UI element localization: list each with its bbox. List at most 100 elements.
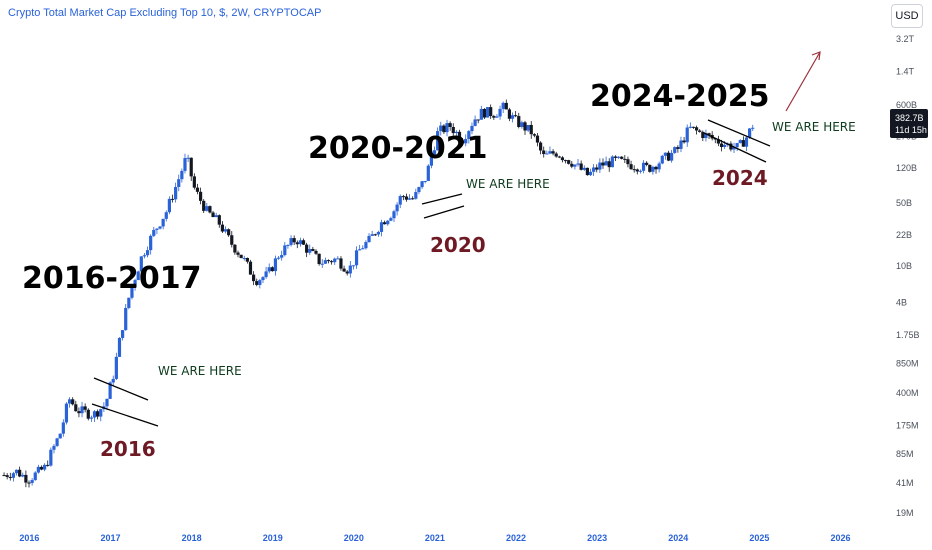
y-tick-label: 850M bbox=[896, 358, 919, 368]
candle-body bbox=[514, 115, 518, 117]
candle-body bbox=[230, 235, 234, 245]
candle-body bbox=[96, 411, 100, 417]
x-tick-label: 2018 bbox=[182, 533, 202, 543]
y-tick-label: 41M bbox=[896, 478, 914, 488]
candle-body bbox=[189, 157, 193, 177]
candle-body bbox=[320, 263, 324, 265]
candle-body bbox=[651, 166, 655, 172]
candle-body bbox=[454, 131, 458, 134]
candle-body bbox=[638, 170, 643, 172]
candle-body bbox=[485, 107, 490, 118]
candle-body bbox=[386, 220, 390, 225]
candle-body bbox=[49, 449, 53, 466]
candle-body bbox=[676, 147, 680, 149]
candle-body bbox=[245, 257, 249, 262]
candle-body bbox=[242, 257, 246, 259]
x-tick-label: 2026 bbox=[830, 533, 850, 543]
candle-body bbox=[174, 186, 178, 200]
candle-body bbox=[704, 133, 708, 139]
candle-body bbox=[133, 280, 137, 287]
candle-body bbox=[691, 126, 696, 128]
candle-body bbox=[155, 228, 159, 230]
candle-body bbox=[629, 164, 633, 170]
candle-body bbox=[8, 476, 12, 478]
candle-body bbox=[177, 179, 181, 187]
candle-body bbox=[448, 123, 452, 127]
candle-body bbox=[411, 198, 415, 200]
candle-body bbox=[33, 472, 37, 481]
candle-body bbox=[557, 156, 561, 158]
candle-body bbox=[379, 222, 384, 232]
candle-body bbox=[694, 127, 699, 131]
candle-body bbox=[657, 163, 661, 170]
candle-body bbox=[364, 242, 368, 249]
candle-body bbox=[420, 181, 424, 188]
candle-body bbox=[598, 162, 602, 170]
candle-body bbox=[64, 403, 69, 423]
candle-body bbox=[270, 267, 274, 272]
cycle-label-2016-2017: 2016-2017 bbox=[22, 261, 201, 296]
candle-body bbox=[255, 281, 259, 285]
candle-body bbox=[295, 242, 299, 245]
candle-body bbox=[326, 260, 331, 262]
candle-body bbox=[632, 169, 636, 171]
candle-body bbox=[666, 152, 671, 161]
y-tick-label: 1.75B bbox=[896, 330, 920, 340]
x-tick-label: 2025 bbox=[749, 533, 769, 543]
candle-body bbox=[707, 133, 711, 135]
candle-body bbox=[167, 198, 171, 213]
candle-body bbox=[613, 156, 618, 158]
y-tick-label: 175M bbox=[896, 421, 919, 431]
candle-body bbox=[124, 307, 128, 331]
candle-body bbox=[748, 128, 752, 138]
y-tick-label: 600B bbox=[896, 100, 917, 110]
candle-body bbox=[439, 125, 443, 132]
candle-body bbox=[30, 480, 34, 483]
candle-body bbox=[442, 125, 446, 133]
currency-selector[interactable]: USD bbox=[891, 4, 923, 28]
candle-body bbox=[526, 124, 530, 131]
y-tick-label: 400M bbox=[896, 388, 919, 398]
candle-body bbox=[601, 162, 605, 166]
candle-body bbox=[545, 153, 549, 155]
candle-body bbox=[145, 250, 150, 256]
candle-body bbox=[108, 382, 112, 399]
candle-body bbox=[685, 127, 689, 143]
candle-body bbox=[208, 206, 212, 213]
candle-body bbox=[298, 240, 303, 245]
candle-body bbox=[258, 280, 262, 285]
candle-body bbox=[451, 126, 455, 134]
candle-body bbox=[24, 474, 28, 483]
candle-body bbox=[467, 131, 471, 140]
candle-body bbox=[701, 131, 705, 139]
y-tick-label: 3.2T bbox=[896, 34, 915, 44]
candle-body bbox=[604, 161, 608, 166]
candle-body bbox=[280, 255, 284, 258]
candle-body bbox=[501, 102, 505, 109]
candle-body bbox=[542, 150, 546, 155]
candle-body bbox=[239, 254, 243, 259]
current-price-label: 382.7B 11d 15h bbox=[890, 109, 928, 138]
candle-body bbox=[738, 140, 742, 144]
candle-body bbox=[570, 163, 574, 167]
candle-body bbox=[579, 163, 583, 170]
candle-body bbox=[470, 125, 474, 132]
we-are-here-2024: WE ARE HERE bbox=[772, 120, 856, 134]
candle-body bbox=[114, 356, 118, 379]
candle-body bbox=[333, 258, 337, 263]
candle-body bbox=[292, 238, 296, 243]
y-tick-label: 19M bbox=[896, 508, 914, 518]
candle-body bbox=[86, 409, 90, 419]
candle-body bbox=[120, 330, 125, 338]
candle-body bbox=[214, 215, 218, 218]
candle-body bbox=[401, 196, 405, 198]
candle-body bbox=[252, 274, 256, 282]
candle-body bbox=[27, 482, 31, 484]
candle-body bbox=[5, 475, 9, 477]
candle-body bbox=[395, 204, 399, 212]
candle-body bbox=[289, 238, 293, 245]
candle-body bbox=[339, 258, 343, 269]
candle-body bbox=[223, 229, 228, 232]
x-axis: 2016 2017 2018 2019 2020 2021 2022 2023 2024 2025… bbox=[19, 533, 850, 543]
